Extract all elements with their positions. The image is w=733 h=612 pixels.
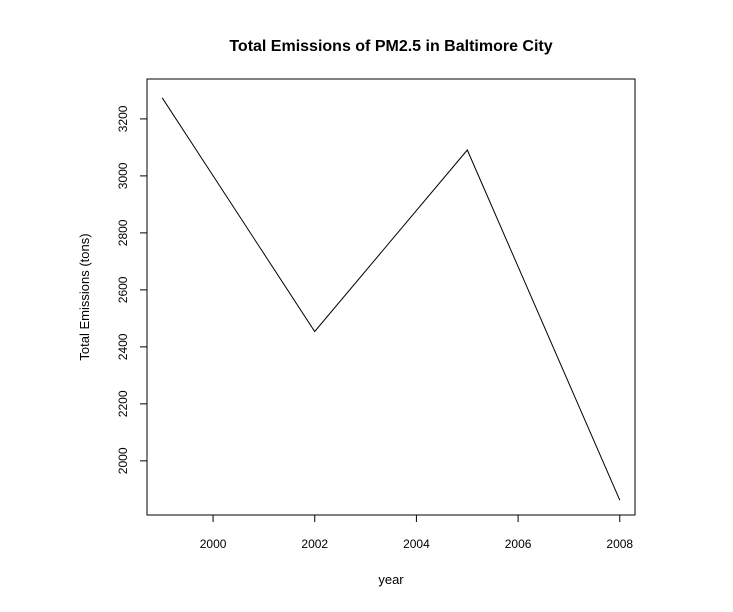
series-line (161, 97, 621, 501)
y-tick-label: 3000 (116, 162, 130, 189)
x-tick-label: 2000 (200, 537, 227, 551)
x-axis-label: year (378, 572, 404, 587)
y-axis-label: Total Emissions (tons) (77, 233, 92, 360)
y-tick-label: 3200 (116, 105, 130, 132)
x-tick-label: 2004 (403, 537, 430, 551)
y-tick-label: 2800 (116, 219, 130, 246)
y-tick-label: 2000 (116, 447, 130, 474)
plot-frame (146, 78, 636, 516)
x-axis: 2000 2002 2004 2006 2008 (200, 514, 633, 551)
chart-title: Total Emissions of PM2.5 in Baltimore Ci… (229, 38, 552, 55)
y-tick-label: 2400 (116, 333, 130, 360)
x-tick-label: 2008 (606, 537, 633, 551)
series-layer (161, 97, 621, 501)
x-tick-label: 2002 (301, 537, 328, 551)
y-axis: 2000 2200 2400 2600 2800 3000 3200 (116, 105, 148, 474)
y-tick-label: 2200 (116, 390, 130, 417)
y-tick-label: 2600 (116, 276, 130, 303)
x-tick-label: 2006 (505, 537, 532, 551)
